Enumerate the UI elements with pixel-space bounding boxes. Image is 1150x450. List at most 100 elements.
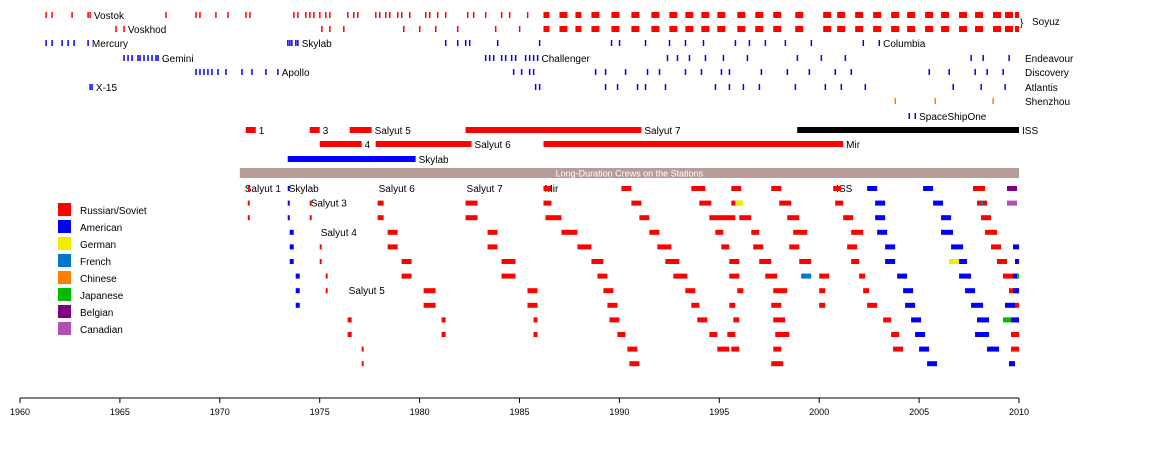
- soyuz-dash: [1005, 12, 1014, 18]
- program-tick: [73, 40, 75, 46]
- legend-swatch: [58, 305, 71, 318]
- station-label: 4: [365, 140, 371, 151]
- x-axis-tick-label: 2010: [1009, 407, 1029, 417]
- crew-header: Salyut 1: [245, 184, 282, 195]
- soyuz-dash: [559, 26, 568, 32]
- crew-segment: [751, 229, 760, 235]
- soyuz-tick: [325, 12, 327, 18]
- program-tick: [139, 55, 141, 61]
- program-tick: [808, 69, 811, 75]
- program-tick: [444, 40, 447, 46]
- soyuz-tick: [518, 26, 521, 32]
- legend-label: American: [80, 223, 122, 234]
- program-tick: [287, 40, 289, 46]
- crew-segment: [685, 288, 696, 294]
- program-tick: [127, 55, 129, 61]
- legend-label: Chinese: [80, 274, 117, 285]
- soyuz-tick: [249, 12, 251, 18]
- station-label: Skylab: [419, 155, 449, 166]
- soyuz-dash: [1005, 26, 1014, 32]
- legend-swatch: [58, 322, 71, 335]
- program-tick: [468, 40, 471, 46]
- crew-segment: [665, 259, 680, 264]
- crew-segment: [1011, 346, 1019, 352]
- program-tick: [974, 69, 976, 75]
- crew-segment: [789, 244, 800, 250]
- crew-segment: [975, 332, 990, 337]
- program-tick: [604, 69, 607, 75]
- crew-segment: [965, 288, 976, 294]
- crew-segment: [287, 200, 290, 206]
- program-tick: [532, 69, 535, 75]
- soyuz-dash: [543, 12, 550, 18]
- crew-segment: [1013, 302, 1019, 308]
- crew-segment: [709, 332, 718, 337]
- soyuz-tick: [321, 26, 323, 32]
- program-label: SpaceShipOne: [919, 112, 987, 123]
- crew-segment: [1013, 244, 1019, 250]
- soyuz-rows: [165, 12, 1019, 32]
- program-tick: [528, 69, 531, 75]
- program-tick: [970, 55, 972, 61]
- crew-segment: [773, 317, 786, 323]
- program-tick: [928, 69, 930, 75]
- crew-segment: [697, 317, 708, 323]
- station-bar: [375, 141, 472, 147]
- program-tick: [45, 40, 47, 46]
- soyuz-tick: [347, 12, 349, 18]
- crew-segment: [1015, 259, 1019, 264]
- soyuz-tick: [419, 26, 421, 32]
- crew-segment: [753, 244, 764, 250]
- program-tick: [456, 40, 459, 46]
- legend-label: Japanese: [80, 291, 124, 302]
- crew-segment: [905, 302, 916, 308]
- crew-segment: [465, 200, 478, 206]
- station-bar: [543, 141, 844, 147]
- soyuz-tick: [389, 12, 391, 18]
- program-tick: [207, 69, 209, 75]
- soyuz-dash: [685, 12, 694, 18]
- station-label: ISS: [1022, 126, 1038, 137]
- program-tick: [115, 26, 117, 32]
- program-tick: [155, 55, 157, 61]
- crew-segment: [863, 288, 870, 294]
- program-tick: [728, 69, 731, 75]
- crew-segment: [981, 215, 992, 221]
- program-label: Columbia: [883, 39, 926, 50]
- crew-segment: [501, 259, 516, 264]
- program-label: Atlantis: [1025, 83, 1058, 94]
- program-tick: [87, 12, 89, 18]
- program-tick: [824, 84, 827, 90]
- crew-segment: [759, 259, 772, 264]
- program-tick: [464, 40, 467, 46]
- program-tick: [684, 69, 687, 75]
- crew-header: Salyut 6: [379, 184, 416, 195]
- program-tick: [742, 84, 745, 90]
- station-label: 3: [323, 126, 329, 137]
- crew-segment: [501, 273, 516, 279]
- crew-segment: [487, 244, 498, 250]
- crew-segment: [923, 186, 934, 191]
- x-axis-tick-label: 1970: [210, 407, 230, 417]
- program-tick: [151, 55, 153, 61]
- crew-segment: [739, 215, 752, 221]
- crew-segment: [691, 302, 700, 308]
- soyuz-dash: [717, 26, 726, 32]
- soyuz-tick: [329, 12, 331, 18]
- program-label: Gemini: [162, 54, 194, 65]
- crew-segment: [877, 229, 888, 235]
- crew-segment: [309, 215, 312, 221]
- crew-segment: [377, 200, 384, 206]
- soyuz-dash: [959, 12, 968, 18]
- crew-segment: [883, 317, 892, 323]
- program-tick: [992, 98, 994, 104]
- soyuz-dash: [611, 12, 620, 18]
- soyuz-dash: [855, 12, 864, 18]
- crew-segment: [985, 229, 998, 235]
- crew-segment: [401, 259, 412, 264]
- crew-segment: [709, 215, 736, 221]
- crew-segment: [361, 361, 364, 367]
- x-axis-tick-label: 1985: [509, 407, 529, 417]
- crew-segment: [903, 288, 914, 294]
- crew-segment: [1009, 361, 1016, 367]
